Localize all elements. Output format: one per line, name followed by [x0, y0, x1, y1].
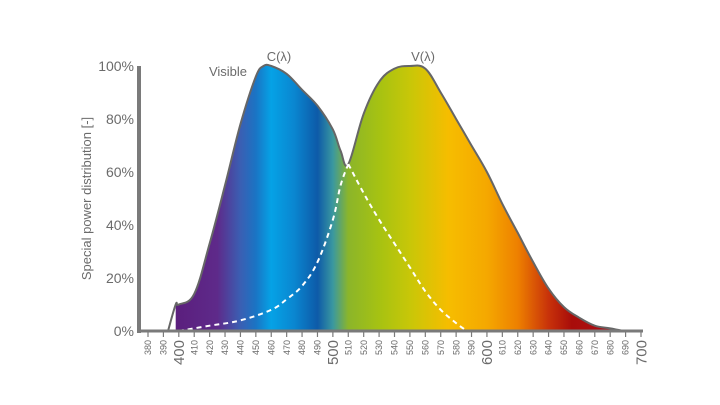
x-tick-label: 540 — [390, 340, 400, 355]
visible-outline — [167, 63, 642, 333]
y-tick-label: 80% — [106, 111, 134, 127]
x-tick-label: 510 — [343, 340, 353, 355]
visible-label: Visible — [209, 64, 247, 79]
x-tick-label: 530 — [374, 340, 384, 355]
c-lambda-label: C(λ) — [267, 49, 292, 64]
y-tick-label: 100% — [98, 58, 134, 74]
c-lambda-dashed — [347, 163, 468, 332]
x-tick-label: 660 — [575, 340, 585, 355]
x-tick-label: 460 — [266, 340, 276, 355]
y-axis-title: Special power distribution [-] — [79, 117, 94, 280]
v-lambda-dashed — [178, 163, 350, 332]
x-tick-label: 420 — [205, 340, 215, 355]
x-tick-label: 690 — [621, 340, 631, 355]
curves — [167, 63, 642, 333]
labels: 0% 20% 40% 60% 80% 100% 380 390 410 420 430 440 450 4… — [79, 49, 650, 365]
y-tick-label: 20% — [106, 270, 134, 286]
visible-area — [175, 64, 641, 332]
x-tick-label: 520 — [359, 340, 369, 355]
x-tick-label: 630 — [528, 340, 538, 355]
x-tick-label: 470 — [282, 340, 292, 355]
x-tick-label: 700 — [633, 340, 650, 365]
x-tick-label: 400 — [171, 340, 188, 365]
x-tick-label: 610 — [498, 340, 508, 355]
y-tick-label: 40% — [106, 217, 134, 233]
y-tick-label: 60% — [106, 164, 134, 180]
x-tick-label: 580 — [451, 340, 461, 355]
x-tick-label: 480 — [297, 340, 307, 355]
x-tick-label: 620 — [513, 340, 523, 355]
x-tick-label: 570 — [436, 340, 446, 355]
x-tick-label: 640 — [544, 340, 554, 355]
axes — [137, 66, 643, 337]
v-lambda-label: V(λ) — [411, 49, 435, 64]
x-tick-label: 450 — [251, 340, 261, 355]
x-tick-label: 440 — [236, 340, 246, 355]
x-tick-label: 590 — [467, 340, 477, 355]
y-tick-label: 0% — [114, 323, 134, 339]
x-tick-label: 680 — [605, 340, 615, 355]
x-tick-label: 600 — [479, 340, 496, 365]
x-tick-label: 550 — [405, 340, 415, 355]
x-tick-label: 650 — [559, 340, 569, 355]
x-tick-label: 410 — [189, 340, 199, 355]
x-tick-label: 560 — [421, 340, 431, 355]
x-tick-label: 490 — [313, 340, 323, 355]
visible-spectrum-fill — [175, 64, 641, 332]
x-tick-label: 390 — [159, 340, 169, 355]
x-tick-label: 670 — [590, 340, 600, 355]
x-tick-label: 430 — [220, 340, 230, 355]
x-tick-label: 500 — [325, 340, 342, 365]
x-tick-label: 380 — [143, 340, 153, 355]
